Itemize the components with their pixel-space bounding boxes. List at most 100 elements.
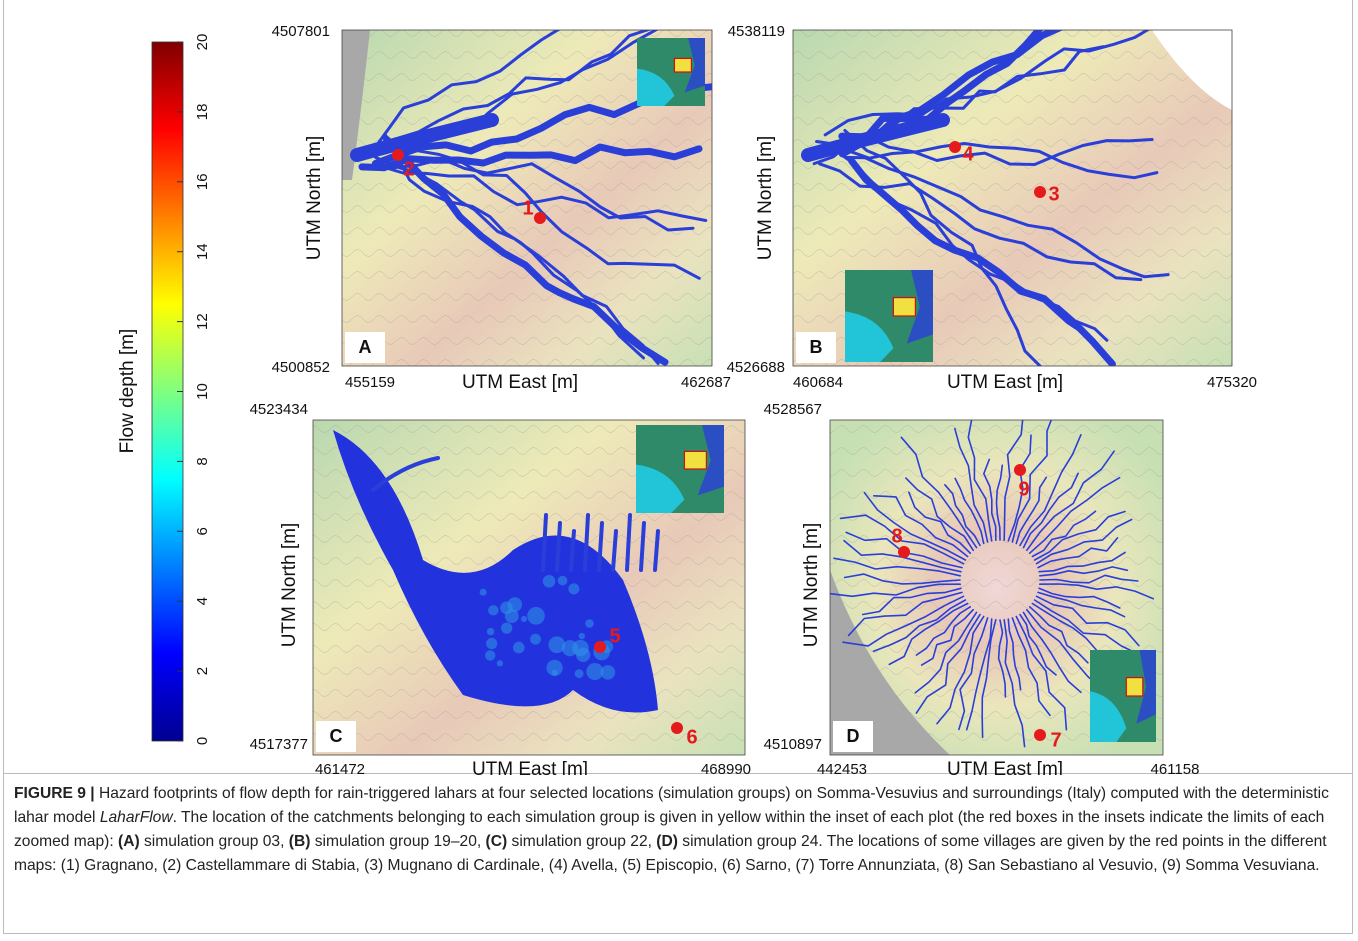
inset-zoom-box — [684, 451, 706, 469]
map-panel: B 4538119 4526688 460684 475320 UTM East [m] U… — [727, 0, 1257, 395]
panel-letter: C — [330, 726, 343, 746]
village-point — [392, 149, 404, 161]
colorbar-tick-label: 18 — [194, 104, 211, 121]
flow-depth-patch — [579, 633, 585, 639]
y-top-label: 4523434 — [250, 401, 308, 418]
colorbar-tick-label: 4 — [194, 597, 211, 605]
flow-depth-patch — [487, 628, 494, 635]
colorbar-tick-label: 20 — [194, 34, 211, 51]
x-right-label: 461158 — [1151, 761, 1200, 775]
flow-depth-patch — [488, 605, 498, 615]
colorbar-tick-label: 14 — [194, 243, 211, 260]
flow-depth-patch — [552, 670, 558, 676]
map-panel: C 4523434 4517377 461472 468990 UTM East [m] U… — [250, 401, 751, 775]
village-label: 4 — [962, 143, 974, 165]
colorbar-tick-label: 2 — [194, 667, 211, 675]
inset-zoom-box — [674, 58, 691, 72]
caption-panel-ref: (D) — [656, 833, 678, 850]
y-bottom-label: 4500852 — [272, 359, 330, 376]
village-point — [1034, 186, 1046, 198]
panel-letter: B — [810, 337, 823, 357]
inset-zoom-box — [1126, 678, 1143, 696]
caption-text: simulation group 22, — [507, 833, 656, 850]
map-panel: D 4528567 4510897 442453 461158 UTM East [m] U… — [764, 401, 1200, 775]
panel-letter: A — [359, 337, 372, 357]
y-bottom-label: 4517377 — [250, 736, 308, 753]
colorbar-label: Flow depth [m] — [117, 329, 138, 454]
village-point — [671, 722, 683, 734]
colorbar-tick-label: 8 — [194, 457, 211, 465]
caption-model: LaharFlow — [100, 809, 173, 826]
y-bottom-label: 4526688 — [727, 359, 785, 376]
flow-depth-patch — [486, 638, 497, 649]
x-right-label: 462687 — [681, 374, 731, 391]
flow-depth-patch — [558, 576, 568, 586]
x-left-label: 460684 — [793, 374, 843, 391]
flow-depth-patch — [485, 650, 495, 660]
flow-depth-patch — [513, 642, 525, 654]
flow-depth-patch — [521, 616, 527, 622]
village-point — [534, 212, 546, 224]
x-right-label: 475320 — [1207, 374, 1257, 391]
flow-depth-patch — [576, 648, 590, 662]
village-label: 3 — [1048, 183, 1059, 205]
village-point — [594, 641, 606, 653]
flow-depth-patch — [575, 669, 584, 678]
flow-depth-patch — [585, 619, 594, 628]
village-label: 6 — [686, 726, 697, 748]
y-axis-label: UTM North [m] — [304, 136, 325, 261]
caption-figure-label: FIGURE 9 | — [14, 785, 95, 802]
flow-depth-patch — [568, 583, 579, 594]
village-label: 9 — [1018, 478, 1029, 500]
caption-panel-ref: (A) — [118, 833, 140, 850]
colorbar-tick-label: 10 — [194, 383, 211, 400]
village-point — [898, 546, 910, 558]
village-label: 1 — [522, 197, 533, 219]
colorbar-tick-label: 16 — [194, 173, 211, 190]
colorbar-tick-label: 12 — [194, 313, 211, 330]
village-label: 8 — [891, 525, 902, 547]
caption-panel-ref: (C) — [486, 833, 508, 850]
caption-text: simulation group 03, — [140, 833, 289, 850]
y-top-label: 4507801 — [272, 23, 330, 40]
flow-depth-patch — [527, 607, 545, 625]
flow-depth-patch — [586, 663, 603, 680]
x-axis-label: UTM East [m] — [947, 372, 1063, 393]
flow-depth-patch — [501, 622, 512, 633]
page: Flow depth [m] 02468101214161820 A450780… — [0, 0, 1358, 941]
inset-zoom-box — [893, 298, 915, 316]
x-left-label: 461472 — [315, 761, 365, 775]
village-point — [949, 141, 961, 153]
caption-text: simulation group 19–20, — [310, 833, 485, 850]
village-point — [1034, 729, 1046, 741]
flow-depth-patch — [530, 634, 541, 645]
y-axis-label: UTM North [m] — [801, 523, 822, 648]
colorbar-tick-label: 0 — [194, 737, 211, 745]
caption-panel-ref: (B) — [289, 833, 311, 850]
map-panel: A 4507801 4500852 455159 462687 UTM East [m] U… — [272, 0, 731, 393]
flow-depth-patch — [500, 601, 513, 614]
y-axis-label: UTM North [m] — [755, 136, 776, 261]
y-bottom-label: 4510897 — [764, 736, 822, 753]
x-left-label: 442453 — [817, 761, 867, 775]
flow-depth-patch — [543, 575, 556, 588]
x-left-label: 455159 — [345, 374, 395, 391]
flow-depth-patch — [497, 660, 503, 666]
village-label: 2 — [403, 158, 414, 180]
y-axis-label: UTM North [m] — [279, 523, 300, 648]
x-axis-label: UTM East [m] — [472, 759, 588, 775]
flow-depth-patch — [480, 589, 487, 596]
x-right-label: 468990 — [701, 761, 751, 775]
y-top-label: 4528567 — [764, 401, 822, 418]
x-axis-label: UTM East [m] — [462, 372, 578, 393]
y-top-label: 4538119 — [728, 23, 785, 40]
caption: FIGURE 9 | Hazard footprints of flow dep… — [14, 782, 1339, 878]
panel-letter: D — [847, 726, 860, 746]
village-label: 5 — [609, 625, 620, 647]
village-label: 7 — [1050, 729, 1061, 751]
village-point — [1014, 464, 1026, 476]
x-axis-label: UTM East [m] — [947, 759, 1063, 775]
figure: Flow depth [m] 02468101214161820 A450780… — [0, 0, 1358, 775]
colorbar-tick-label: 6 — [194, 527, 211, 535]
flow-depth-patch — [548, 636, 565, 653]
